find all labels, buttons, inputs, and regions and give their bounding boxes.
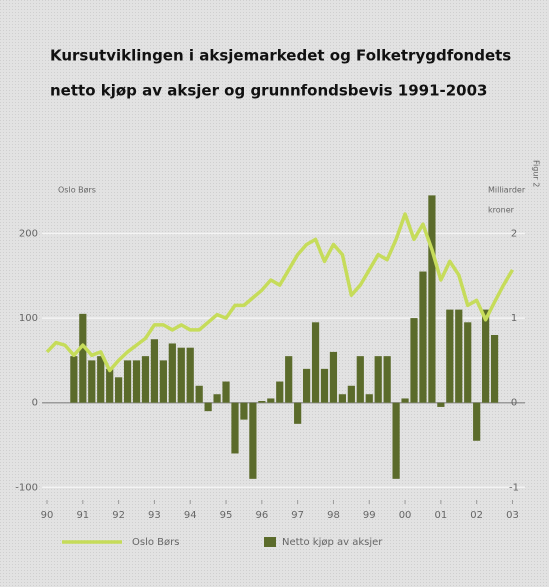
bar — [428, 195, 436, 403]
bar — [365, 394, 373, 403]
bar — [88, 360, 96, 403]
bar — [311, 322, 320, 403]
y2-tick-label: 0 — [511, 398, 517, 409]
bar — [132, 360, 141, 403]
x-tick-label: 93 — [148, 510, 161, 521]
bar — [115, 377, 123, 403]
bar — [123, 360, 132, 403]
y2-tick-label: -1 — [509, 482, 519, 493]
legend-label: Netto kjøp av aksjer — [282, 537, 383, 548]
bar — [473, 402, 481, 441]
bar — [374, 356, 382, 403]
bar — [204, 402, 212, 412]
y2-tick-label: 2 — [511, 228, 517, 239]
bar — [177, 347, 185, 403]
bar — [186, 347, 194, 403]
y2-tick-label: 1 — [511, 313, 517, 324]
bar — [159, 360, 167, 403]
bar — [455, 309, 463, 403]
bar — [222, 381, 230, 403]
bar — [383, 356, 391, 403]
line — [45, 212, 514, 373]
bar — [97, 356, 105, 403]
figure-label: Figur 2 — [532, 160, 541, 187]
x-tick-label: 02 — [470, 510, 483, 521]
bar — [267, 398, 275, 403]
bar — [410, 318, 418, 403]
bar — [482, 309, 490, 403]
bar — [446, 309, 454, 403]
bar — [419, 271, 427, 403]
bar — [302, 368, 311, 403]
bar — [329, 351, 338, 403]
x-tick-label: 91 — [76, 510, 89, 521]
bar — [401, 398, 409, 403]
x-tick-label: 96 — [255, 510, 268, 521]
x-tick-label: 92 — [112, 510, 125, 521]
y2-axis-label-1: Milliarder — [488, 186, 526, 195]
bar — [338, 394, 346, 403]
bar — [464, 322, 472, 403]
bar — [490, 335, 499, 403]
bar — [320, 368, 329, 403]
bar — [285, 356, 293, 403]
bar — [392, 402, 400, 479]
y-tick-label: 0 — [32, 398, 38, 409]
x-tick-label: 97 — [291, 510, 304, 521]
x-tick-label: 98 — [327, 510, 340, 521]
bar — [106, 368, 114, 403]
y-tick-label: -100 — [15, 482, 38, 493]
y-axis-label: Oslo Børs — [58, 186, 96, 195]
bar — [276, 381, 284, 403]
bar — [213, 394, 221, 403]
bar — [150, 339, 159, 403]
bar — [294, 402, 302, 424]
bar — [258, 401, 266, 403]
bar — [356, 356, 364, 403]
x-tick-label: 03 — [506, 510, 519, 521]
x-tick-label: 99 — [363, 510, 376, 521]
bar — [240, 402, 248, 420]
title-line-2: netto kjøp av aksjer og grunnfondsbevis … — [50, 82, 488, 100]
legend-label: Oslo Børs — [132, 537, 179, 548]
x-tick-label: 01 — [434, 510, 447, 521]
bar — [249, 402, 257, 479]
title-line-1: Kursutviklingen i aksjemarkedet og Folke… — [50, 47, 511, 65]
y-tick-label: 200 — [19, 228, 38, 239]
legend-swatch — [264, 537, 276, 547]
x-tick-label: 94 — [184, 510, 197, 521]
bar — [168, 343, 176, 403]
bar — [79, 313, 87, 403]
y-tick-label: 100 — [19, 313, 38, 324]
bar — [70, 356, 78, 403]
x-tick-label: 90 — [41, 510, 54, 521]
bar — [347, 385, 355, 403]
bar — [437, 402, 445, 407]
bar — [195, 385, 203, 403]
x-tick-label: 95 — [220, 510, 233, 521]
x-tick-label: 00 — [399, 510, 412, 521]
bar — [231, 402, 239, 454]
y2-axis-label-2: kroner — [488, 206, 515, 215]
bar — [141, 356, 150, 403]
